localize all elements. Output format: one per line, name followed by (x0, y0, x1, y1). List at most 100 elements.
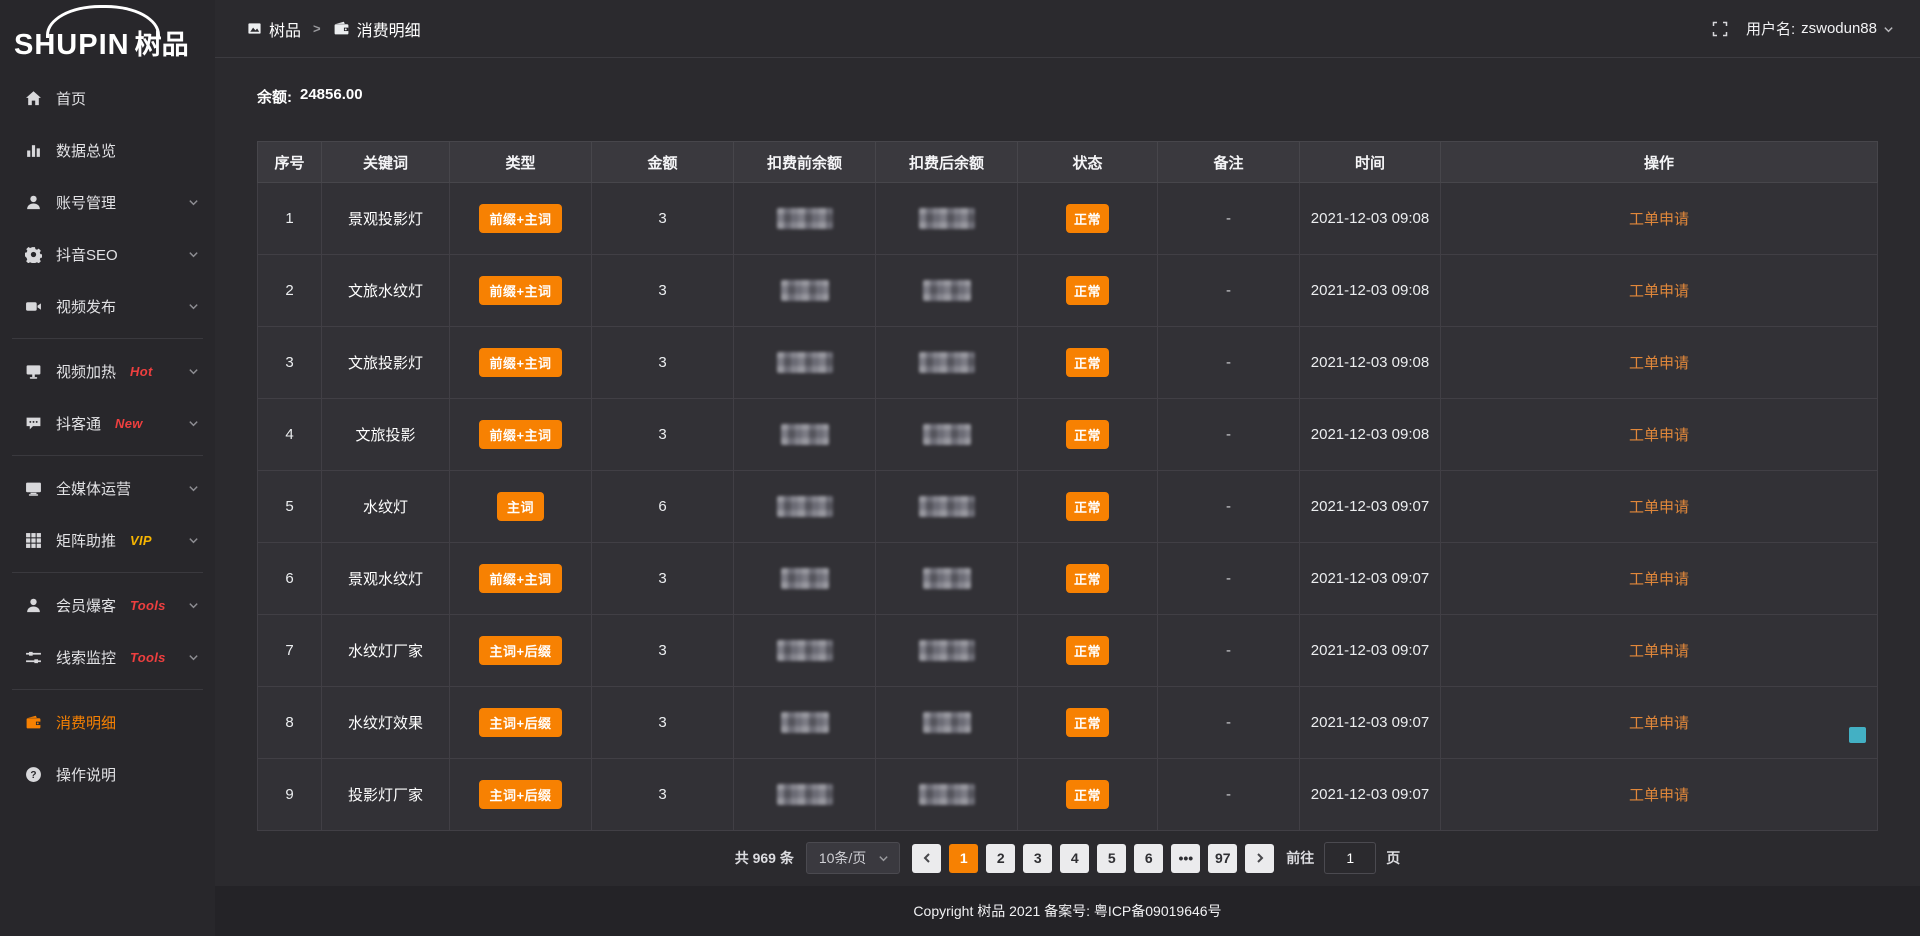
status-badge: 正常 (1065, 564, 1109, 593)
work-order-link[interactable]: 工单申请 (1628, 355, 1689, 372)
sidebar-item-doukewtong[interactable]: 抖客通 New (0, 397, 215, 449)
breadcrumb-separator: > (313, 21, 321, 36)
balance-after-cell (875, 686, 1018, 759)
sidebar-item-label: 首页 (56, 90, 87, 108)
table-row: 4 文旅投影 前缀+主词 3 正常 -2021-12-03 09:08 工单申请 (257, 398, 1878, 471)
page-button-4[interactable]: 4 (1060, 843, 1090, 873)
svg-text:?: ? (30, 770, 36, 781)
breadcrumb-item[interactable]: 树品 (247, 17, 301, 41)
type-cell: 前缀+主词 (449, 182, 592, 255)
amount-cell: 3 (591, 254, 734, 327)
note-cell: - (1157, 686, 1300, 759)
page-button-1[interactable]: 1 (949, 843, 979, 873)
page-button-6[interactable]: 6 (1134, 843, 1164, 873)
row-index-cell: 1 (257, 182, 322, 255)
sidebar-divider (12, 689, 203, 690)
status-cell: 正常 (1017, 686, 1158, 759)
time-cell: 2021-12-03 09:07 (1299, 686, 1441, 759)
fullscreen-icon[interactable] (1712, 21, 1728, 37)
status-badge: 正常 (1065, 348, 1109, 377)
sidebar-item-matrix-boost[interactable]: 矩阵助推 VIP (0, 514, 215, 566)
sidebar-item-data-overview[interactable]: 数据总览 (0, 124, 215, 176)
work-order-link[interactable]: 工单申请 (1628, 787, 1689, 804)
main-area: 树品 > 消费明细 用户名: zswodun88 余额: 24856.00 序号 关键… (215, 0, 1920, 936)
masked-balance-value (922, 568, 971, 589)
note-cell: - (1157, 614, 1300, 687)
video-icon (24, 297, 42, 315)
sidebar-item-account-management[interactable]: 账号管理 (0, 176, 215, 228)
row-index-cell: 9 (257, 758, 322, 831)
sidebar-item-label: 视频加热 (56, 363, 117, 381)
sidebar-item-home[interactable]: 首页 (0, 72, 215, 124)
status-badge: 正常 (1065, 420, 1109, 449)
chat-icon (24, 414, 42, 432)
work-order-link[interactable]: 工单申请 (1628, 283, 1689, 300)
person-icon (24, 596, 42, 614)
masked-balance-value (918, 208, 975, 229)
page-size-select[interactable]: 10条/页 (805, 842, 901, 874)
sidebar-item-operation-guide[interactable]: ? 操作说明 (0, 748, 215, 800)
page-button-3[interactable]: 3 (1023, 843, 1053, 873)
next-page-button[interactable] (1245, 843, 1275, 873)
time-cell: 2021-12-03 09:07 (1299, 758, 1441, 831)
user-menu[interactable]: 用户名: zswodun88 (1746, 18, 1894, 39)
type-badge: 主词+后缀 (479, 636, 562, 665)
keyword-cell: 景观水纹灯 (321, 542, 450, 615)
sidebar-item-douyin-seo[interactable]: 抖音SEO (0, 228, 215, 280)
chevron-down-icon (1883, 24, 1894, 35)
work-order-link[interactable]: 工单申请 (1628, 715, 1689, 732)
time-cell: 2021-12-03 09:08 (1299, 182, 1441, 255)
balance: 余额: 24856.00 (257, 86, 1878, 107)
balance-after-cell (875, 470, 1018, 543)
sidebar-item-badge: Hot (130, 363, 153, 379)
type-cell: 主词+后缀 (449, 614, 592, 687)
sidebar-item-badge: Tools (130, 649, 166, 665)
sidebar-item-all-media-operation[interactable]: 全媒体运营 (0, 462, 215, 514)
amount-cell: 3 (591, 614, 734, 687)
prev-page-button[interactable] (912, 843, 942, 873)
status-badge: 正常 (1065, 780, 1109, 809)
row-index-cell: 5 (257, 470, 322, 543)
page-button-2[interactable]: 2 (986, 843, 1016, 873)
amount-cell: 3 (591, 326, 734, 399)
page-button-5[interactable]: 5 (1097, 843, 1127, 873)
sidebar-item-clue-monitor[interactable]: 线索监控 Tools (0, 631, 215, 683)
sidebar-item-member-baoke[interactable]: 会员爆客 Tools (0, 579, 215, 631)
masked-balance-value (780, 568, 829, 589)
sidebar-item-video-publish[interactable]: 视频发布 (0, 280, 215, 332)
note-cell: - (1157, 758, 1300, 831)
column-header: 操作 (1440, 141, 1878, 183)
work-order-link[interactable]: 工单申请 (1628, 427, 1689, 444)
goto-page: 前往 页 (1286, 842, 1400, 874)
sidebar-item-video-heat[interactable]: 视频加热 Hot (0, 345, 215, 397)
status-badge: 正常 (1065, 636, 1109, 665)
work-order-link[interactable]: 工单申请 (1628, 643, 1689, 660)
action-cell: 工单申请 (1440, 398, 1878, 471)
pagination-total: 共 969 条 (734, 850, 794, 866)
status-badge: 正常 (1065, 204, 1109, 233)
work-order-link[interactable]: 工单申请 (1628, 211, 1689, 228)
sidebar-item-label: 消费明细 (56, 714, 117, 732)
balance-after-cell (875, 182, 1018, 255)
chevron-down-icon (188, 197, 199, 208)
floating-widget[interactable] (1849, 727, 1866, 743)
sidebar-item-consumption-detail[interactable]: 消费明细 (0, 696, 215, 748)
sidebar-item-label: 矩阵助推 (56, 532, 117, 550)
topbar-right: 用户名: zswodun88 (1712, 18, 1894, 39)
status-badge: 正常 (1065, 276, 1109, 305)
type-cell: 前缀+主词 (449, 254, 592, 327)
action-cell: 工单申请 (1440, 254, 1878, 327)
goto-page-input[interactable] (1324, 842, 1377, 874)
keyword-cell: 文旅投影 (321, 398, 450, 471)
pagination-ellipsis[interactable]: ••• (1171, 843, 1201, 873)
work-order-link[interactable]: 工单申请 (1628, 499, 1689, 516)
column-header: 扣费前余额 (733, 141, 876, 183)
work-order-link[interactable]: 工单申请 (1628, 571, 1689, 588)
page-button-97[interactable]: 97 (1208, 843, 1238, 873)
bar-chart-icon (24, 141, 42, 159)
sidebar-item-label: 账号管理 (56, 194, 117, 212)
status-cell: 正常 (1017, 758, 1158, 831)
row-index-cell: 8 (257, 686, 322, 759)
question-icon: ? (24, 765, 42, 783)
breadcrumb-item[interactable]: 消费明细 (333, 17, 421, 41)
